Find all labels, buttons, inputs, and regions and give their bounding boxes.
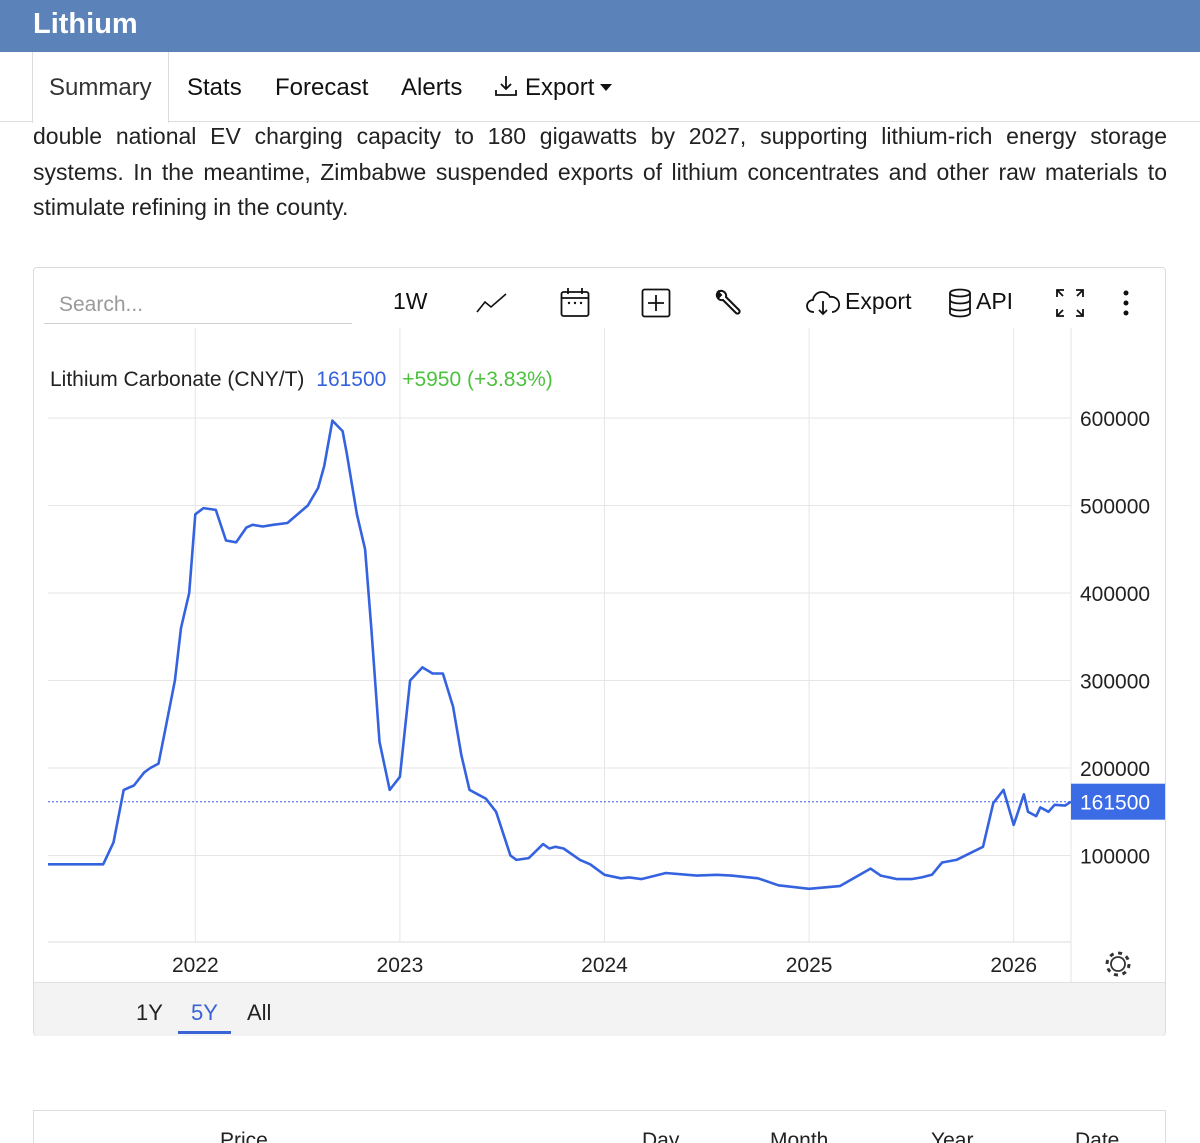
y-tick-label: 300000 [1080,671,1150,694]
tab-bar: Summary Stats Forecast Alerts Export [0,52,1200,123]
column-header-month: Month [770,1129,829,1143]
chevron-down-icon [600,84,613,91]
legend-series-name: Lithium Carbonate (CNY/T) [50,368,304,391]
column-header-price: Price [220,1129,268,1143]
y-tick-label: 400000 [1080,583,1150,606]
compare-button[interactable] [641,283,671,319]
legend-price: 161500 [316,368,386,391]
chart-legend: Lithium Carbonate (CNY/T) 161500 +5950 (… [50,368,553,391]
more-vertical-icon [1123,290,1129,316]
last-price-label: 161500 [1080,792,1150,815]
chart-export-label: Export [845,288,912,314]
tab-stats[interactable]: Stats [187,74,242,101]
interval-button[interactable]: 1W [393,288,428,314]
range-all[interactable]: All [247,1000,272,1025]
x-tick-label: 2023 [377,954,424,977]
column-header-date: Date [1075,1129,1120,1143]
more-menu-button[interactable] [1118,283,1134,319]
fullscreen-button[interactable] [1055,283,1085,319]
settings-tools-button[interactable] [712,283,742,319]
y-tick-label: 600000 [1080,408,1150,431]
tab-forecast[interactable]: Forecast [275,74,369,101]
wrench-icon [715,289,741,315]
x-tick-label: 2025 [786,954,833,977]
x-tick-label: 2024 [581,954,628,977]
chart-panel: 1W Export API 600000 500000 400000 300000 20… [33,267,1166,1036]
api-label: API [976,288,1014,314]
gear-icon [1110,956,1126,972]
cloud-download-icon [806,291,841,316]
tab-alerts[interactable]: Alerts [401,74,463,101]
range-1y[interactable]: 1Y [136,1000,163,1025]
legend-change: +5950 (+3.83%) [402,368,553,391]
y-tick-label: 500000 [1080,496,1150,519]
download-icon [495,76,517,96]
api-button[interactable]: API [948,283,1013,319]
y-tick-label: 200000 [1080,758,1150,781]
tab-export[interactable]: Export [493,52,613,122]
chart-export-button[interactable]: Export [805,283,911,319]
tab-export-label: Export [525,74,595,101]
plus-box-icon [641,288,671,318]
column-header-day: Day [642,1129,680,1143]
last-price-tag [1071,783,1165,820]
column-header-year: Year [931,1129,974,1143]
y-tick-label: 100000 [1080,846,1150,869]
chart-type-button[interactable] [476,283,508,319]
date-range-button[interactable] [560,283,590,319]
range-5y[interactable]: 5Y [178,1000,231,1034]
tab-summary[interactable]: Summary [32,52,169,123]
search-input[interactable] [44,286,352,324]
x-tick-label: 2026 [990,954,1037,977]
gear-teeth [1105,951,1131,977]
page-title: Lithium [33,8,138,40]
database-icon [949,288,971,318]
line-chart-icon [476,293,507,313]
fullscreen-icon [1056,289,1084,317]
x-tick-label: 2022 [172,954,219,977]
calendar-icon [560,287,590,317]
series-line [48,419,1072,891]
range-selector: 1Y 5Y All [34,982,1165,1036]
price-chart[interactable]: 600000 500000 400000 300000 200000 100000 2022… [34,268,1165,982]
price-table-header: Price Day Month Year Date [33,1110,1166,1143]
chart-settings-button[interactable] [1105,951,1131,977]
header-bar: Lithium [0,0,1200,52]
